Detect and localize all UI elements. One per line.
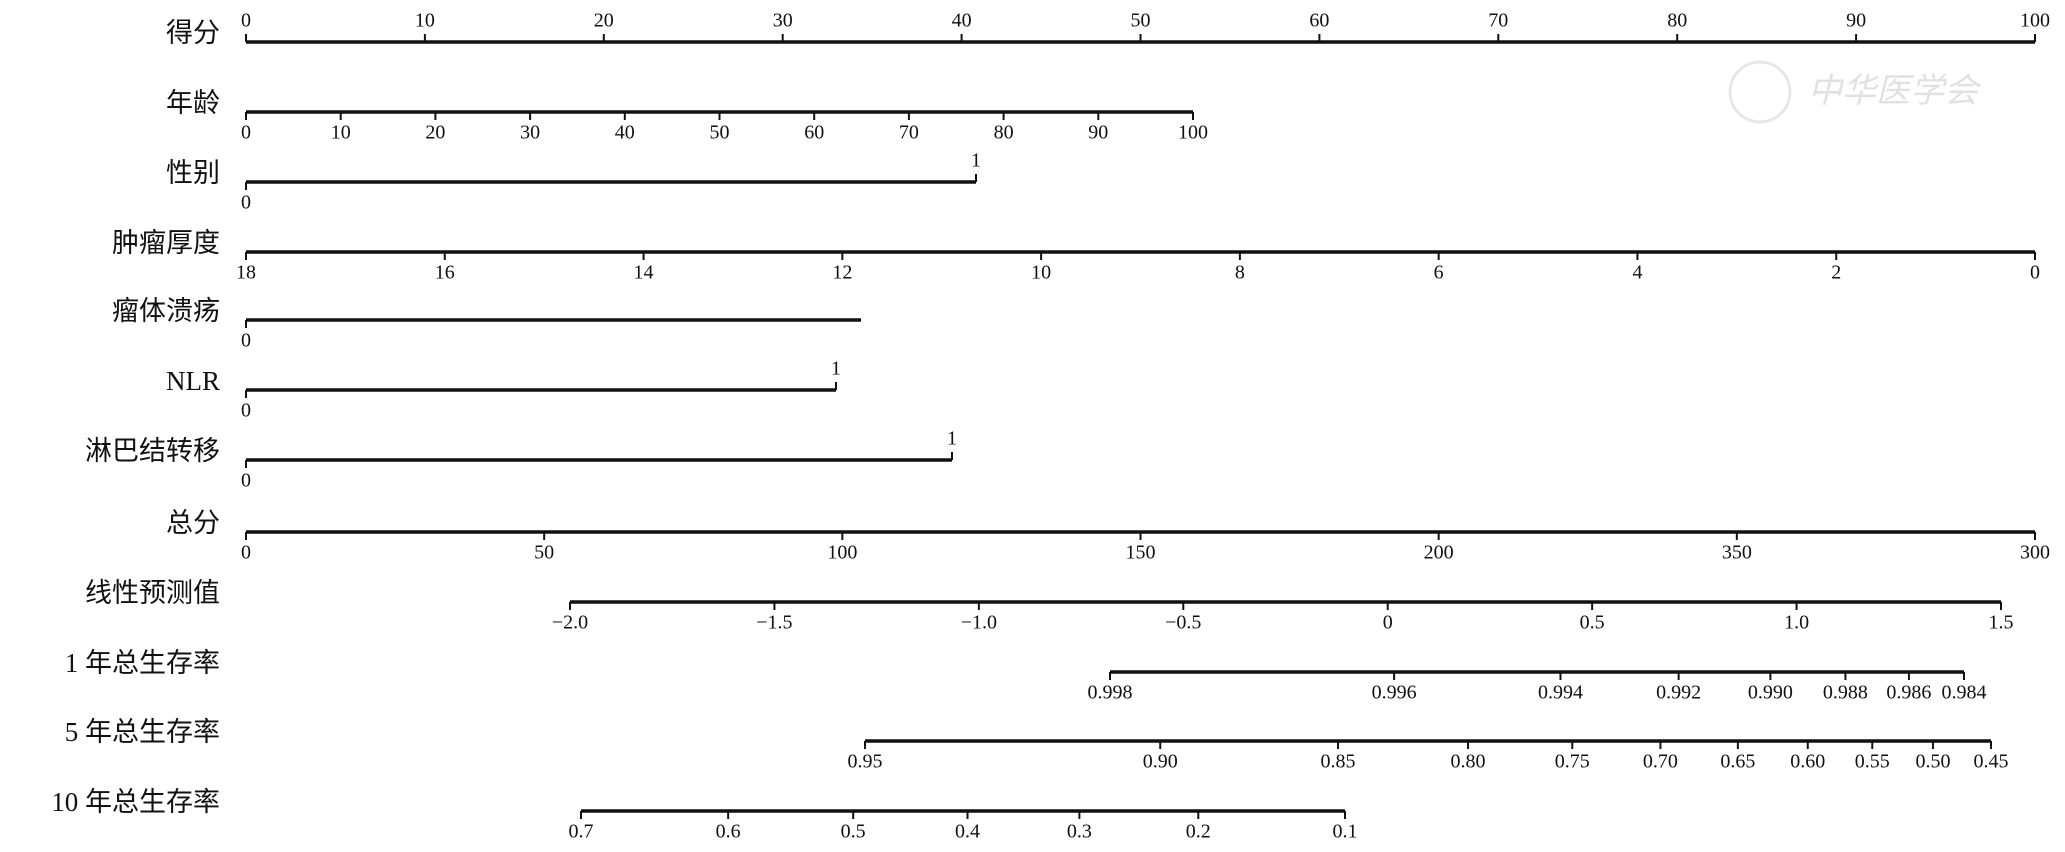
tick-label: 300 [2020, 542, 2050, 564]
tick-label: 0 [241, 470, 251, 492]
tick-label: 0.6 [716, 821, 741, 843]
tick-label: 50 [534, 542, 554, 564]
row-label: NLR [166, 366, 220, 396]
tick-label: 0 [241, 10, 251, 32]
tick-label: 1 [971, 150, 981, 172]
tick-label: 0.5 [841, 821, 866, 843]
tick-label: −2.0 [552, 612, 588, 634]
tick-label: 60 [804, 122, 824, 144]
watermark-group: 中华医学会 [1728, 60, 1982, 124]
row-label: 5 年总生存率 [65, 717, 220, 747]
tick-label: −1.0 [961, 612, 997, 634]
tick-label: 0 [241, 192, 251, 214]
tick-label: 0 [241, 542, 251, 564]
tick-label: 1 [947, 428, 957, 450]
tick-label: 0.55 [1855, 751, 1890, 773]
tick-label: 0.80 [1451, 751, 1486, 773]
tick-label: 20 [425, 122, 445, 144]
row-label: 肿瘤厚度 [112, 228, 220, 258]
tick-label: 60 [1309, 10, 1329, 32]
tick-label: 200 [1424, 542, 1454, 564]
tick-label: 0.65 [1720, 751, 1755, 773]
tick-label: 1.5 [1989, 612, 2014, 634]
tick-label: 350 [1722, 542, 1752, 564]
tick-label: 80 [1667, 10, 1687, 32]
tick-label: 0.1 [1333, 821, 1358, 843]
tick-label: 0.95 [848, 751, 883, 773]
tick-label: 0.990 [1748, 682, 1793, 704]
tick-label: 100 [2020, 10, 2050, 32]
tick-label: 50 [1131, 10, 1151, 32]
tick-label: 70 [1488, 10, 1508, 32]
tick-label: 0.75 [1555, 751, 1590, 773]
tick-label: 0 [1383, 612, 1393, 634]
tick-label: 30 [773, 10, 793, 32]
tick-label: 0.7 [569, 821, 594, 843]
tick-label: 0 [2030, 262, 2040, 284]
row-label: 10 年总生存率 [51, 787, 220, 817]
tick-label: 0 [241, 122, 251, 144]
tick-label: 0.998 [1088, 682, 1133, 704]
tick-label: 0 [241, 330, 251, 352]
tick-label: 1 [831, 358, 841, 380]
tick-label: 0.3 [1067, 821, 1092, 843]
tick-label: 0.4 [955, 821, 980, 843]
tick-label: 10 [1031, 262, 1051, 284]
watermark-text: 中华医学会 [1808, 73, 1982, 110]
row-label: 线性预测值 [85, 578, 220, 608]
tick-label: 0.996 [1372, 682, 1417, 704]
tick-label: 16 [435, 262, 455, 284]
tick-label: 0.45 [1974, 751, 2009, 773]
tick-label: 50 [710, 122, 730, 144]
row-label: 性别 [166, 158, 220, 188]
tick-label: 0 [241, 400, 251, 422]
tick-label: 0.984 [1942, 682, 1987, 704]
tick-label: 40 [952, 10, 972, 32]
tick-label: 1.0 [1784, 612, 1809, 634]
tick-label: 30 [520, 122, 540, 144]
tick-label: 2 [1831, 262, 1841, 284]
tick-label: 100 [827, 542, 857, 564]
watermark-logo [1728, 60, 1792, 124]
tick-label: 80 [994, 122, 1014, 144]
tick-label: −0.5 [1165, 612, 1201, 634]
tick-label: 8 [1235, 262, 1245, 284]
row-label: 1 年总生存率 [65, 648, 220, 678]
row-label: 瘤体溃疡 [112, 296, 220, 326]
tick-label: 10 [331, 122, 351, 144]
tick-label: 18 [236, 262, 256, 284]
tick-label: 0.90 [1143, 751, 1178, 773]
tick-label: 90 [1088, 122, 1108, 144]
row-label: 淋巴结转移 [85, 436, 220, 466]
row-label: 得分 [166, 18, 220, 48]
tick-label: 0.994 [1538, 682, 1583, 704]
tick-label: 0.992 [1656, 682, 1701, 704]
tick-label: 0.60 [1790, 751, 1825, 773]
tick-label: −1.5 [756, 612, 792, 634]
tick-label: 150 [1126, 542, 1156, 564]
tick-label: 0.986 [1886, 682, 1931, 704]
tick-label: 90 [1846, 10, 1866, 32]
tick-label: 20 [594, 10, 614, 32]
tick-label: 40 [615, 122, 635, 144]
tick-label: 0.2 [1186, 821, 1211, 843]
tick-label: 14 [634, 262, 654, 284]
tick-label: 12 [832, 262, 852, 284]
tick-label: 0.5 [1580, 612, 1605, 634]
tick-label: 4 [1632, 262, 1642, 284]
tick-label: 6 [1434, 262, 1444, 284]
tick-label: 100 [1178, 122, 1208, 144]
tick-label: 10 [415, 10, 435, 32]
row-label: 年龄 [166, 88, 220, 118]
tick-label: 0.50 [1915, 751, 1950, 773]
tick-label: 0.70 [1643, 751, 1678, 773]
tick-label: 70 [899, 122, 919, 144]
tick-label: 0.988 [1823, 682, 1868, 704]
tick-label: 0.85 [1321, 751, 1356, 773]
row-label: 总分 [166, 508, 220, 538]
